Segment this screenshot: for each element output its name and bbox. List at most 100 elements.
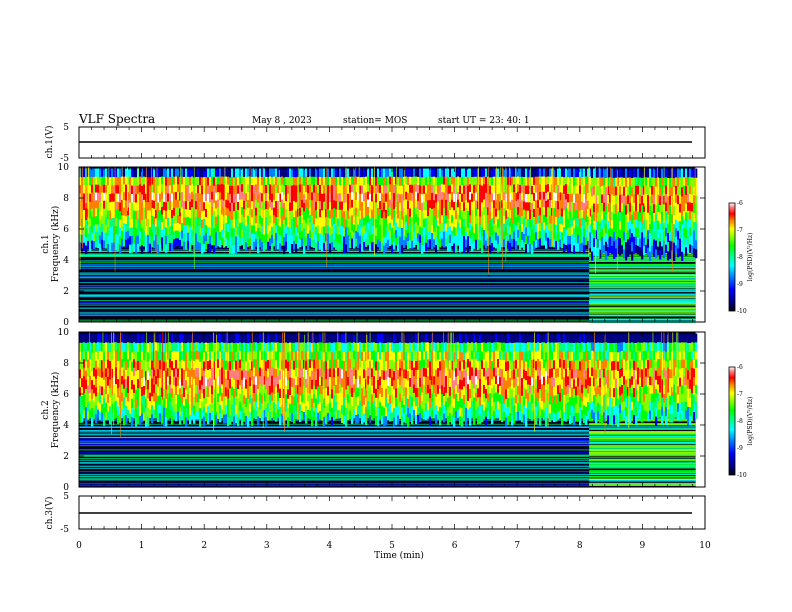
spec1-cell [623, 186, 626, 196]
spec1-cell [273, 176, 276, 185]
spec2-cell [231, 377, 234, 387]
spec2-cell [209, 403, 212, 413]
spec1-cell [673, 186, 676, 197]
spec2-cell [319, 410, 322, 420]
spec2-cell [91, 398, 94, 408]
spec1-cell [513, 238, 516, 247]
spec1-cell [605, 205, 608, 215]
spec1-cell [155, 193, 158, 202]
spec1-cell [319, 192, 322, 202]
spec1-cell [357, 168, 360, 177]
spec1-cell [149, 226, 152, 236]
spec1-cell [243, 176, 246, 185]
spec1-cell [287, 218, 290, 227]
spec2-cell [101, 403, 104, 413]
spec2-cell [231, 359, 234, 370]
spec1-cell [621, 245, 624, 254]
spec1-cell [425, 201, 428, 210]
spec1-cell [283, 211, 286, 220]
spec2-cell [261, 385, 264, 395]
spec2-cell [349, 384, 352, 394]
spec1-cell [547, 168, 550, 177]
spec2-cell [289, 377, 292, 387]
spec1-cell [169, 234, 172, 243]
spec1-cell [211, 206, 214, 215]
spec1-cell [607, 177, 610, 187]
spec2-cell [199, 407, 202, 418]
spec1-cell [367, 183, 370, 192]
spec1-cell [231, 202, 234, 212]
spec1-cell [641, 177, 644, 187]
spec2-cell [83, 350, 86, 360]
spec1-cell [559, 199, 562, 209]
spec1-cell [415, 183, 418, 192]
spec2-cell [87, 376, 90, 386]
spec1-cell [293, 192, 296, 201]
spec1-cell [325, 208, 328, 218]
spec2-cell [233, 342, 236, 353]
spec1-late-noise [589, 289, 696, 291]
spec1-cell [481, 168, 484, 178]
spec1-cell [359, 235, 362, 244]
spec1-cell [239, 222, 242, 231]
spec1-cell [605, 232, 608, 242]
spec2-cell [127, 367, 130, 377]
spec2-cell [85, 379, 88, 389]
spec1-cell [641, 213, 644, 224]
spec1-cell [237, 168, 240, 178]
spec1-cell [151, 199, 154, 209]
spec1-cell [233, 177, 236, 186]
spec1-cell [337, 226, 340, 235]
spec2-cell [323, 333, 326, 344]
spec1-cell [547, 183, 550, 192]
spec1-cell [171, 242, 174, 252]
spec2-cell [297, 350, 300, 360]
spec2-cell [241, 333, 244, 344]
spec1-cell [473, 224, 476, 233]
spec1-cell [667, 177, 670, 188]
spec1-cell [391, 176, 394, 186]
spec1-cell [327, 225, 330, 234]
spec2-cell [117, 406, 120, 416]
spec1-cell [475, 184, 478, 193]
spec1-spike [358, 167, 360, 220]
spec1-cell [419, 185, 422, 194]
spec1-cell [503, 207, 506, 216]
ch1-colorbar: log(PSD)(V²/Hz) -6-7-8-9-10 [728, 200, 754, 315]
spec2-cell [179, 378, 182, 389]
spec1-cell [231, 219, 234, 229]
spec1-cell [221, 206, 224, 215]
spec1-cell [85, 219, 88, 229]
spec2-cell [269, 411, 272, 421]
spec1-cell [361, 209, 364, 219]
spec1-cell [639, 194, 642, 204]
spec1-cell [385, 242, 388, 252]
spec1-cell [449, 234, 452, 244]
spec1-cell [291, 193, 294, 203]
spec1-cell [587, 208, 590, 217]
spec2-cell [319, 367, 322, 377]
spec2-cell [359, 358, 362, 368]
spec1-cell [133, 218, 136, 227]
spec2-cell [313, 359, 316, 369]
spec2-cell [297, 359, 300, 369]
spec2-cell [267, 350, 270, 360]
spec2-cell [309, 410, 312, 420]
spec1-cell [189, 226, 192, 235]
spec2-cell [353, 350, 356, 360]
spec1-cell [285, 217, 288, 226]
spec1-cell [461, 176, 464, 186]
spec2-cell [113, 367, 116, 377]
spec2-cell [309, 342, 312, 351]
spec1-cell [213, 177, 216, 186]
spec2-cell [121, 400, 124, 410]
spec2-cell [123, 360, 126, 371]
spec2-cell [103, 407, 106, 417]
spec1-cell [541, 176, 544, 185]
spec2-hline [79, 459, 590, 461]
spec1-cell [341, 241, 344, 251]
spec1-cell [405, 206, 408, 215]
spec2-cell [129, 360, 132, 370]
spec2-cell [81, 377, 84, 388]
spec2-cell [219, 351, 222, 361]
